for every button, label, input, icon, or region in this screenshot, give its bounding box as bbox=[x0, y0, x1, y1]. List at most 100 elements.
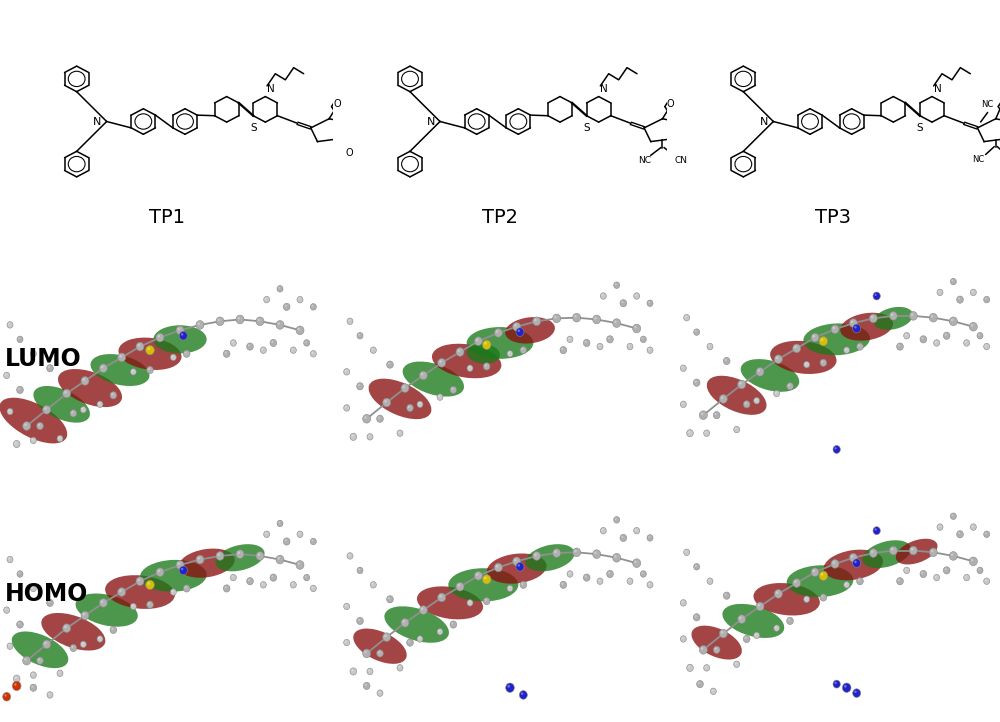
Circle shape bbox=[585, 575, 587, 578]
Circle shape bbox=[368, 435, 370, 437]
Circle shape bbox=[23, 656, 31, 665]
Text: HOMO: HOMO bbox=[5, 582, 88, 606]
Circle shape bbox=[854, 326, 857, 329]
Circle shape bbox=[853, 324, 861, 333]
Circle shape bbox=[929, 548, 937, 557]
Circle shape bbox=[304, 575, 310, 581]
Circle shape bbox=[358, 619, 360, 621]
Circle shape bbox=[687, 430, 693, 437]
Circle shape bbox=[296, 560, 304, 569]
Text: N: N bbox=[93, 116, 102, 126]
Circle shape bbox=[633, 559, 641, 567]
Circle shape bbox=[256, 552, 264, 560]
Circle shape bbox=[458, 349, 460, 352]
Circle shape bbox=[929, 313, 937, 322]
Circle shape bbox=[47, 599, 53, 606]
Circle shape bbox=[705, 666, 707, 668]
Ellipse shape bbox=[722, 604, 784, 638]
Circle shape bbox=[833, 326, 835, 329]
Circle shape bbox=[236, 315, 244, 323]
Circle shape bbox=[723, 357, 730, 365]
Circle shape bbox=[278, 322, 280, 325]
Circle shape bbox=[23, 422, 31, 430]
Circle shape bbox=[18, 388, 20, 390]
Circle shape bbox=[439, 595, 442, 598]
Circle shape bbox=[8, 409, 10, 412]
Circle shape bbox=[450, 386, 457, 393]
Circle shape bbox=[387, 596, 393, 603]
Circle shape bbox=[271, 575, 273, 578]
Circle shape bbox=[290, 347, 296, 354]
Circle shape bbox=[312, 305, 313, 307]
Circle shape bbox=[101, 600, 103, 603]
Circle shape bbox=[950, 513, 956, 520]
Circle shape bbox=[620, 300, 627, 307]
Circle shape bbox=[958, 297, 960, 300]
Circle shape bbox=[697, 680, 703, 687]
Circle shape bbox=[607, 570, 613, 578]
Circle shape bbox=[952, 279, 953, 282]
Circle shape bbox=[608, 572, 610, 574]
Circle shape bbox=[351, 669, 353, 671]
Circle shape bbox=[494, 563, 502, 572]
Circle shape bbox=[97, 636, 103, 643]
Circle shape bbox=[378, 691, 380, 693]
Circle shape bbox=[13, 440, 20, 448]
Circle shape bbox=[467, 365, 473, 372]
Circle shape bbox=[635, 294, 637, 296]
Circle shape bbox=[833, 561, 835, 564]
Circle shape bbox=[290, 582, 296, 588]
Circle shape bbox=[136, 577, 144, 586]
Circle shape bbox=[680, 636, 686, 643]
Circle shape bbox=[621, 536, 623, 538]
Circle shape bbox=[298, 297, 300, 300]
Circle shape bbox=[844, 347, 850, 354]
Circle shape bbox=[384, 635, 387, 638]
Circle shape bbox=[344, 404, 350, 412]
Circle shape bbox=[514, 559, 517, 562]
Circle shape bbox=[397, 664, 403, 671]
Circle shape bbox=[97, 401, 103, 407]
Circle shape bbox=[597, 578, 603, 585]
Circle shape bbox=[851, 321, 853, 323]
Circle shape bbox=[935, 575, 937, 578]
Circle shape bbox=[573, 313, 581, 322]
Ellipse shape bbox=[448, 568, 518, 601]
Circle shape bbox=[421, 607, 423, 610]
Circle shape bbox=[514, 324, 517, 326]
Circle shape bbox=[136, 342, 144, 351]
Circle shape bbox=[640, 570, 646, 578]
Circle shape bbox=[574, 549, 577, 552]
Circle shape bbox=[745, 402, 747, 404]
Circle shape bbox=[297, 531, 303, 537]
Circle shape bbox=[179, 331, 187, 340]
Circle shape bbox=[715, 648, 717, 650]
Text: N: N bbox=[267, 84, 275, 94]
Circle shape bbox=[58, 671, 60, 673]
Circle shape bbox=[735, 662, 737, 664]
Circle shape bbox=[937, 524, 943, 530]
Circle shape bbox=[969, 323, 977, 331]
Ellipse shape bbox=[12, 632, 68, 668]
Circle shape bbox=[743, 635, 750, 643]
Circle shape bbox=[248, 344, 250, 347]
Circle shape bbox=[719, 630, 727, 638]
Circle shape bbox=[776, 357, 778, 359]
Ellipse shape bbox=[691, 626, 742, 659]
Circle shape bbox=[931, 549, 933, 552]
Circle shape bbox=[32, 586, 33, 588]
Circle shape bbox=[83, 613, 85, 615]
Circle shape bbox=[296, 326, 304, 335]
Circle shape bbox=[132, 604, 133, 606]
Circle shape bbox=[437, 628, 443, 635]
Circle shape bbox=[970, 289, 976, 296]
Circle shape bbox=[298, 328, 300, 331]
Circle shape bbox=[680, 599, 686, 606]
Ellipse shape bbox=[369, 378, 431, 419]
Circle shape bbox=[647, 534, 653, 542]
Circle shape bbox=[12, 682, 21, 690]
Circle shape bbox=[438, 630, 440, 632]
Circle shape bbox=[363, 682, 370, 690]
Circle shape bbox=[372, 348, 373, 350]
Circle shape bbox=[574, 315, 577, 318]
